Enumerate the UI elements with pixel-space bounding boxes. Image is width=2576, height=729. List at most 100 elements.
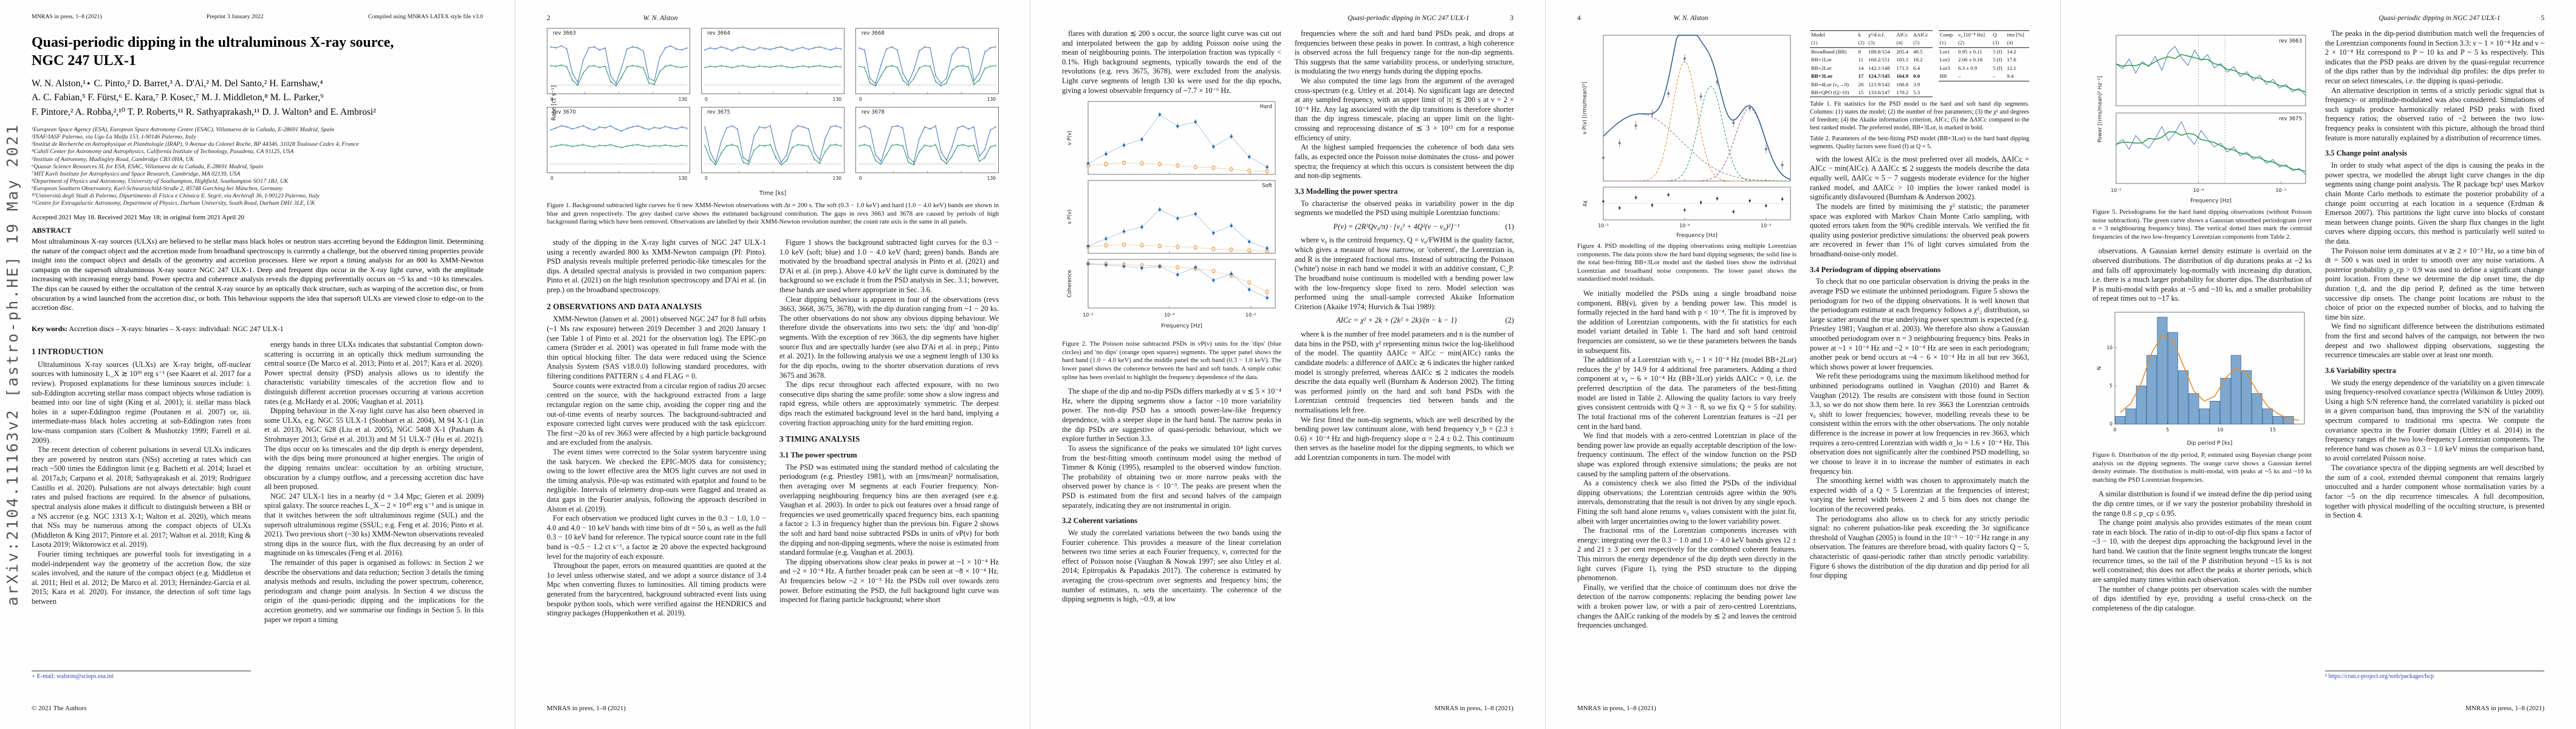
data-table: Model k χ²/d.o.f. AICc ΔAICc (1) (2) (3) (4) (5) B… bbox=[1810, 30, 1933, 98]
column-header: Q bbox=[1992, 30, 2006, 39]
svg-text:130: 130 bbox=[833, 97, 842, 102]
soft-band-series bbox=[858, 46, 996, 84]
arxiv-stamp-text: arXiv:2104.11163v2 [astro-ph.HE] 19 May … bbox=[3, 123, 21, 606]
affiliation-list: ¹European Space Agency (ESA), European S… bbox=[32, 126, 483, 208]
paragraph: We study the correlated variations betwe… bbox=[1062, 528, 1281, 604]
table-cell: 6.3 ± 0.9 bbox=[1958, 64, 1978, 71]
dates-line: Accepted 2021 May 18. Received 2021 May … bbox=[32, 214, 245, 221]
column-right: energy bands in three ULXs indicates tha… bbox=[264, 340, 484, 668]
periodogram-plot: rev 3663 rev 3675 10⁻⁵ 10⁻⁴ 10⁻³ Frequency [H… bbox=[2097, 35, 2306, 204]
arxiv-stamp: arXiv:2104.11163v2 [astro-ph.HE] 19 May … bbox=[0, 0, 24, 729]
running-head: 2 W. N. Alston bbox=[547, 15, 998, 22]
footnote-url[interactable]: https://cran.r-project.org/web/packages/… bbox=[2328, 673, 2434, 680]
lightcurve-panel: rev 3678 0 130 bbox=[855, 107, 999, 181]
table-cell: 164.9 bbox=[1896, 73, 1909, 80]
keywords-text: Accretion discs – X-rays: binaries – X-r… bbox=[67, 324, 284, 333]
hard-band-series bbox=[550, 144, 688, 148]
table-cell: 142.1/148 bbox=[1868, 64, 1890, 71]
table-cell: 0.0 bbox=[1913, 73, 1920, 80]
svg-text:130: 130 bbox=[679, 97, 688, 102]
table-cell: BB+QPO (Q>10) bbox=[1810, 88, 1857, 98]
lightcurve-panel: rev 3668 0 130 bbox=[855, 28, 999, 102]
svg-text:Soft: Soft bbox=[1262, 183, 1272, 189]
affiliation-line: ⁷MIT Kavli Institute for Astrophysics an… bbox=[32, 170, 241, 177]
svg-text:0: 0 bbox=[2113, 427, 2116, 433]
running-author: W. N. Alston bbox=[643, 15, 678, 22]
table-cell: BB+4Lor (ν₀→0) bbox=[1811, 81, 1849, 87]
histogram-bar bbox=[2177, 370, 2188, 425]
paragraph: The shape of the dip and no-dip PSDs dif… bbox=[1062, 387, 1281, 443]
table-cell: BB+2Lor bbox=[1811, 64, 1832, 71]
paper-title-line1: Quasi-periodic dipping in the ultralumin… bbox=[32, 35, 394, 50]
paragraph: In order to study what aspect of the dip… bbox=[2325, 161, 2544, 245]
histogram-bar bbox=[2262, 408, 2273, 425]
body-text: observations. A Gaussian kernel density … bbox=[2092, 247, 2312, 304]
svg-text:Hard: Hard bbox=[1259, 104, 1272, 110]
running-head: Quasi-periodic dipping in NGC 247 ULX-1 … bbox=[2092, 15, 2544, 22]
hard-band-series bbox=[704, 65, 842, 69]
two-column-body: 1 INTRODUCTION Ultraluminous X-ray source… bbox=[32, 340, 484, 668]
column-header: (4) bbox=[1895, 39, 1913, 48]
body-text: flares with duration ≲ 200 s occur, the … bbox=[1062, 29, 1281, 95]
page-5: Quasi-periodic dipping in NGC 247 ULX-1 … bbox=[2061, 0, 2576, 729]
table-cell: 40.5 bbox=[1913, 48, 1923, 55]
tables-row: Model k χ²/d.o.f. AICc ΔAICc (1) (2) (3) (4) (5) B… bbox=[1810, 30, 2029, 98]
paragraph: with the lowest AICc is the most preferr… bbox=[1810, 154, 2029, 202]
affiliation-line: ⁹European Southern Observatory, Karl-Sch… bbox=[32, 185, 283, 193]
histogram-bar bbox=[2114, 416, 2125, 425]
column-header: Comp bbox=[1938, 30, 1957, 39]
body-text: The shape of the dip and no-dip PSDs dif… bbox=[1062, 387, 1281, 604]
abstract-heading: ABSTRACT bbox=[32, 226, 72, 234]
smoothed-periodogram bbox=[2115, 53, 2306, 93]
affiliation-line: ¹¹Centre for Extragalactic Astronomy, De… bbox=[32, 200, 315, 207]
page-2: 2 W. N. Alston rev 3663 0 130 rev 3664 0 130 r… bbox=[515, 0, 1030, 729]
svg-text:130: 130 bbox=[987, 97, 996, 102]
table-1-caption: Table 1. Fit statistics for the PSD mode… bbox=[1810, 101, 2029, 131]
paragraph: Finally, we verified that the choice of … bbox=[1577, 583, 1797, 630]
page-footer: MNRAS in press, 1–8 (2021) bbox=[2465, 705, 2544, 712]
table-cell: 5 (f) bbox=[1993, 64, 2002, 71]
table-cell: 9.4 bbox=[2006, 72, 2029, 81]
paragraph: The event times were corrected to the So… bbox=[547, 447, 766, 513]
svg-text:5: 5 bbox=[2109, 383, 2112, 389]
table-cell: 20 bbox=[1858, 81, 1864, 87]
email-link[interactable]: ⋆ E-mail: walston@sciops.esa.int bbox=[32, 673, 114, 680]
table-cell: 168.8 bbox=[1896, 81, 1909, 87]
svg-text:10⁻⁵: 10⁻⁵ bbox=[1083, 312, 1094, 318]
paragraph: To assess the significance of the peaks … bbox=[1062, 443, 1281, 510]
table-cell: 124.7/145 bbox=[1868, 73, 1890, 80]
svg-text:10⁻³: 10⁻³ bbox=[2275, 188, 2286, 193]
equation-body: AICc = χ² + 2k + (2k² + 2k)/(n − k − 1) bbox=[1336, 316, 1457, 325]
column-right: Figure 1 shows the background subtracted… bbox=[779, 238, 999, 695]
paragraph: We refit these periodograms using the ma… bbox=[1810, 372, 2029, 476]
page-number: 2 bbox=[547, 15, 550, 22]
svg-text:10⁻⁴: 10⁻⁴ bbox=[1679, 223, 1690, 228]
hard-band-series bbox=[704, 144, 842, 166]
figure-1-caption: Figure 1. Background subtracted light cu… bbox=[547, 202, 999, 226]
svg-text:10⁻⁵: 10⁻⁵ bbox=[2111, 188, 2122, 193]
paragraph: To characterise the observed peaks in va… bbox=[1295, 199, 1514, 217]
paragraph: energy bands in three ULXs indicates tha… bbox=[264, 340, 484, 406]
svg-text:10⁻⁴: 10⁻⁴ bbox=[1164, 312, 1175, 318]
svg-text:130: 130 bbox=[679, 176, 688, 181]
svg-text:rev 3675: rev 3675 bbox=[707, 109, 730, 115]
two-column-body: 10⁻⁵ 10⁻⁴ 10⁻³ Frequency [Hz] ν P(ν) [(rms/m… bbox=[1577, 29, 2029, 697]
column-header: (1) bbox=[1810, 39, 1857, 48]
periodogram-series bbox=[2115, 121, 2306, 175]
table-cell: BB bbox=[1938, 72, 1957, 81]
column-header: χ²/d.o.f. bbox=[1867, 30, 1896, 39]
keywords-label: Key words: bbox=[32, 324, 67, 333]
paragraph: Clear dipping behaviour is apparent in f… bbox=[779, 295, 999, 380]
svg-text:rev 3664: rev 3664 bbox=[707, 30, 730, 36]
paragraph: where ν₀ is the centroid frequency, Q = … bbox=[1295, 236, 1514, 311]
table-cell: Lor3 bbox=[1939, 64, 1950, 71]
histogram-bar bbox=[2283, 416, 2294, 425]
svg-text:Frequency [Hz]: Frequency [Hz] bbox=[1676, 233, 1718, 239]
histogram-bar bbox=[2156, 317, 2168, 425]
equation: AICc = χ² + 2k + (2k² + 2k)/(n − k − 1) (… bbox=[1295, 316, 1514, 326]
paragraph: The recent detection of coherent pulsati… bbox=[32, 445, 251, 549]
table-cell: 205.4 bbox=[1896, 48, 1909, 55]
paragraph: To check that no one particular observat… bbox=[1810, 277, 2029, 371]
histogram-bar bbox=[2230, 355, 2241, 425]
